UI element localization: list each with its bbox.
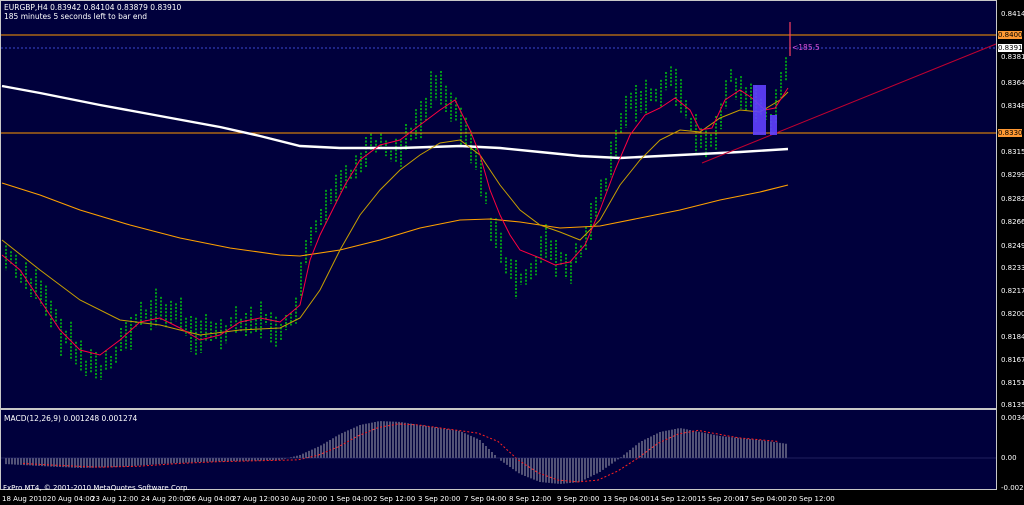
time-axis-label: 13 Sep 04:00 xyxy=(603,495,650,503)
ma-mid-line xyxy=(1,91,789,336)
time-axis-label: 3 Sep 20:00 xyxy=(418,495,461,503)
time-axis-label: 30 Aug 20:00 xyxy=(280,495,328,503)
time-axis-label: 1 Sep 04:00 xyxy=(330,495,373,503)
time-axis-label: 17 Sep 04:00 xyxy=(740,495,787,503)
trend-line xyxy=(701,43,997,164)
measure-label: <185.5 xyxy=(792,43,820,52)
macd-axis-bottom: -0.002512 xyxy=(1001,484,1024,492)
time-axis-label: 20 Sep 12:00 xyxy=(788,495,835,503)
price-chart-panel[interactable] xyxy=(0,0,997,409)
price-axis-label: 0.83155 xyxy=(1001,148,1024,156)
symbol-info: EURGBP,H4 0.83942 0.84104 0.83879 0.8391… xyxy=(4,3,182,12)
copyright-text: FxPro MT4, © 2001-2010 MetaQuotes Softwa… xyxy=(3,484,190,492)
bar-countdown: 185 minutes 5 seconds left to bar end xyxy=(4,12,148,21)
time-axis-label: 24 Aug 20:00 xyxy=(141,495,189,503)
price-axis-label: 0.82495 xyxy=(1001,242,1024,250)
time-axis-label: 9 Sep 20:00 xyxy=(557,495,600,503)
macd-label: MACD(12,26,9) 0.001248 0.001274 xyxy=(4,414,138,423)
time-axis-label: 27 Aug 12:00 xyxy=(232,495,280,503)
price-axis-label: 0.81675 xyxy=(1001,356,1024,364)
time-axis-label: 7 Sep 04:00 xyxy=(464,495,507,503)
macd-axis-zero: 0.00 xyxy=(1001,454,1017,462)
time-axis-label: 8 Sep 12:00 xyxy=(509,495,552,503)
macd-axis-top: 0.003490 xyxy=(1001,414,1024,422)
price-axis-label: 0.83645 xyxy=(1001,79,1024,87)
macd-panel[interactable] xyxy=(0,409,997,490)
price-axis-label: 0.82005 xyxy=(1001,310,1024,318)
time-axis-label: 26 Aug 04:00 xyxy=(187,495,235,503)
price-axis-label: 0.83485 xyxy=(1001,102,1024,110)
price-axis-label: 0.82335 xyxy=(1001,264,1024,272)
ma-200-line xyxy=(1,84,789,160)
time-axis-label: 2 Sep 12:00 xyxy=(373,495,416,503)
time-axis-label: 23 Aug 12:00 xyxy=(91,495,139,503)
ma-fast-line xyxy=(1,87,789,356)
macd-plot[interactable] xyxy=(0,0,997,490)
price-chart-plot[interactable] xyxy=(0,0,997,409)
time-axis-label: 18 Aug 2010 xyxy=(2,495,47,503)
price-zone xyxy=(770,115,777,135)
price-axis-label: 0.82825 xyxy=(1001,195,1024,203)
time-axis-label: 20 Aug 04:00 xyxy=(47,495,95,503)
time-axis-label: 15 Sep 20:00 xyxy=(697,495,744,503)
time-axis-label: 14 Sep 12:00 xyxy=(650,495,697,503)
ma-slow-line xyxy=(1,182,789,257)
macd-signal-line xyxy=(22,423,779,483)
current-price-tag: 0.83910 xyxy=(998,44,1024,52)
price-zone xyxy=(753,85,766,135)
